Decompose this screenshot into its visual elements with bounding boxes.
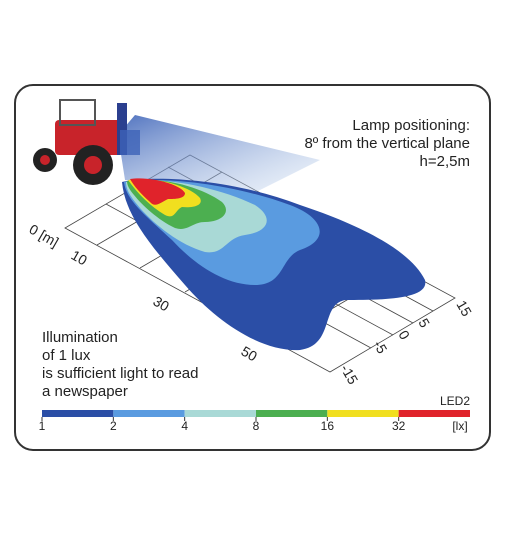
color-scale: 1 2 4 8 16 32 bbox=[39, 410, 470, 433]
scale-segment bbox=[113, 410, 185, 417]
note-line: a newspaper bbox=[42, 383, 128, 400]
lateral-label: 15 bbox=[453, 298, 475, 320]
scale-segment bbox=[184, 410, 256, 417]
scale-label: 4 bbox=[181, 419, 188, 433]
note-line: is sufficient light to read bbox=[42, 365, 198, 382]
scale-segment bbox=[398, 410, 470, 417]
legend-unit: [lx] bbox=[452, 419, 467, 433]
illumination-zones bbox=[122, 178, 426, 351]
light-beam bbox=[118, 115, 320, 195]
distance-label: 50 bbox=[239, 343, 261, 365]
distance-label: 10 bbox=[69, 247, 91, 269]
scale-label: 1 bbox=[39, 419, 46, 433]
scale-label: 2 bbox=[110, 419, 117, 433]
annotation-line: Lamp positioning: bbox=[352, 117, 470, 134]
legend-title: LED2 bbox=[440, 394, 470, 408]
annotation-line: 8º from the vertical plane bbox=[304, 135, 470, 152]
scale-segment bbox=[256, 410, 328, 417]
tractor bbox=[33, 99, 140, 185]
scale-segment bbox=[42, 410, 114, 417]
distance-label: 30 bbox=[151, 293, 173, 315]
scale-label: 16 bbox=[321, 419, 335, 433]
scale-label: 32 bbox=[392, 419, 406, 433]
scale-label: 8 bbox=[253, 419, 260, 433]
scale-segment bbox=[327, 410, 399, 417]
note-line: of 1 lux bbox=[42, 347, 91, 364]
note-line: Illumination bbox=[42, 329, 118, 346]
annotation-line: h=2,5m bbox=[420, 153, 470, 170]
